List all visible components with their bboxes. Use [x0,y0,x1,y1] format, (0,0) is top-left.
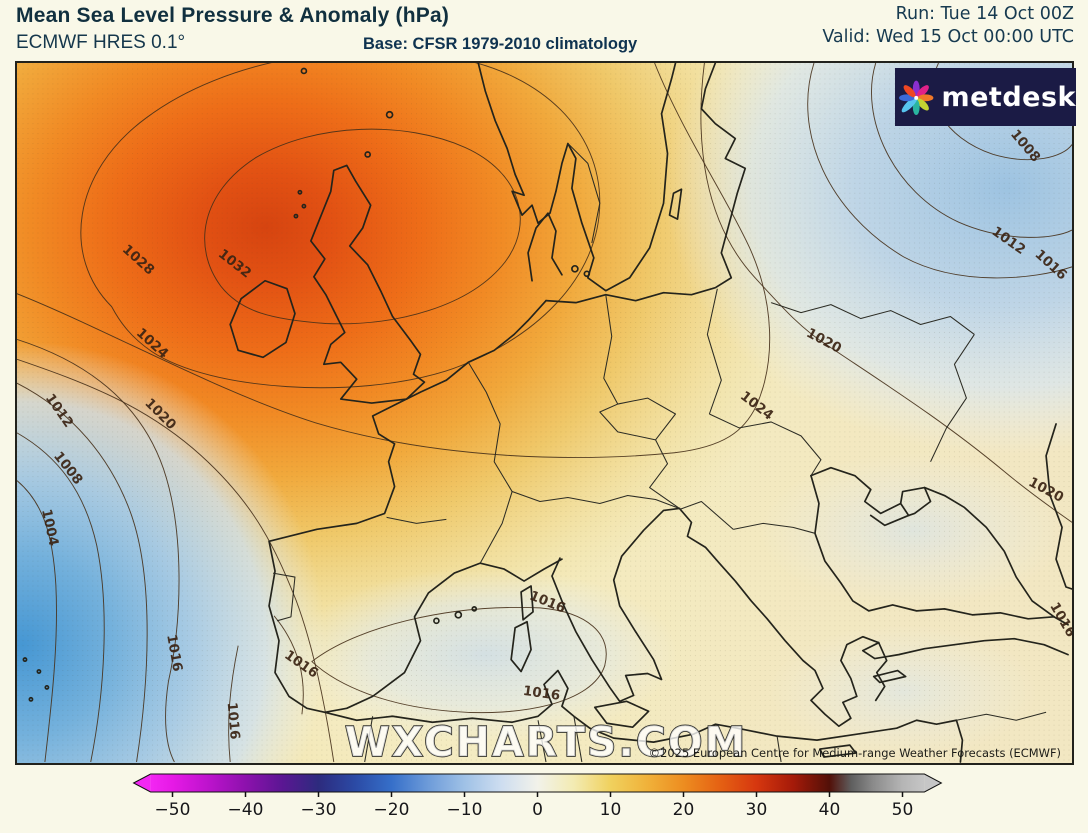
metdesk-logo-text: metdesk [941,81,1076,113]
copyright-text: ©2025 European Centre for Medium-range W… [649,746,1061,760]
colorbar-left-arrow [133,774,151,792]
anomaly-shading [17,63,1072,763]
anomaly-colorbar: −50 −40 −30 −20 −10 0 10 20 30 40 50 [132,773,943,820]
page-title: Mean Sea Level Pressure & Anomaly (hPa) [16,4,450,27]
map-frame: 1028 1032 1024 1020 1012 1008 1004 1016 1016 1016… [15,61,1076,765]
colorbar-tick-label: 30 [746,800,768,820]
colorbar-tick-label: −10 [447,800,483,820]
climatology-base-label: Base: CFSR 1979-2010 climatology [363,35,638,53]
colorbar-tick-label: 50 [892,800,914,820]
colorbar-tick-label: −20 [374,800,410,820]
valid-time-label: Valid: Wed 15 Oct 00:00 UTC [822,27,1074,48]
colorbar-outline [132,773,943,793]
isobar-contours [17,63,1072,763]
wxcharts-watermark: WXCHARTS.COM [345,718,747,763]
model-label: ECMWF HRES 0.1° [16,32,186,53]
colorbar-tick-label: −40 [228,800,264,820]
pressure-anomaly-map: 1028 103210241020101210081004101610161016… [17,63,1072,763]
contour-label: 1016 [163,633,184,672]
colorbar-gradient [150,774,925,792]
contour-label: 1016 [224,702,242,740]
colorbar-ticks: −50 −40 −30 −20 −10 0 10 20 30 40 50 [155,792,914,820]
run-time-label: Run: Tue 14 Oct 00Z [895,4,1074,24]
colorbar-tick-label: 40 [819,800,841,820]
country-borders [272,143,1047,763]
colorbar-right-arrow [924,774,942,792]
colorbar-tick-label: 10 [600,800,622,820]
colorbar-tick-label: 0 [532,800,543,820]
coastlines [22,63,1072,763]
colorbar-tick-label: −50 [155,800,191,820]
colorbar-tick-label: 20 [673,800,695,820]
metdesk-logo: metdesk [895,68,1076,126]
run-valid-block: Run: Tue 14 Oct 00Z Valid: Wed 15 Oct 00… [822,3,1074,49]
colorbar-tick-label: −30 [301,800,337,820]
contour-label: 1016 [522,684,561,704]
metdesk-pinwheel-icon [899,80,934,115]
